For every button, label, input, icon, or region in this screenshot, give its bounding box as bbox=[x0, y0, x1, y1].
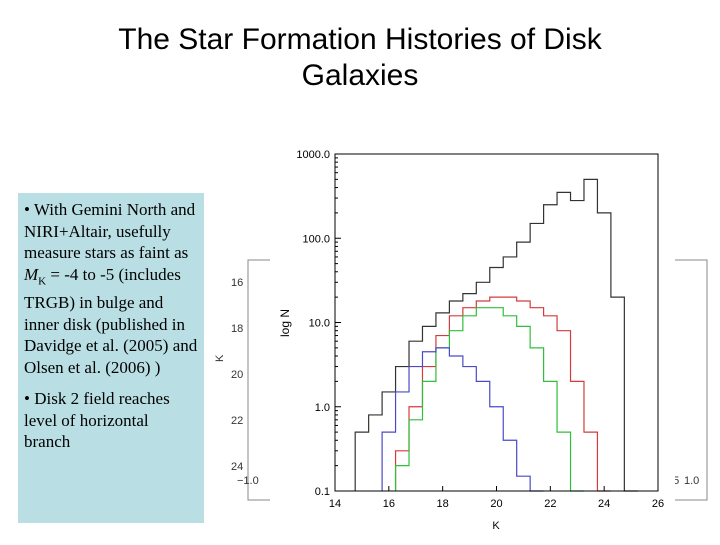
histogram-series-4 bbox=[381, 347, 544, 492]
bullet-1: • With Gemini North and NIRI+Altair, use… bbox=[24, 199, 198, 378]
x-tick-label: 14 bbox=[329, 498, 341, 510]
x-tick-label: 18 bbox=[437, 498, 449, 510]
background-plot-xtick-right-2: 1.0 bbox=[684, 475, 699, 487]
x-tick-label: 20 bbox=[490, 498, 502, 510]
y-tick-label: 100.0 bbox=[302, 233, 330, 245]
y-tick-label: 0.1 bbox=[315, 486, 330, 498]
y-tick-label: 10.0 bbox=[309, 318, 330, 330]
background-plot-xtick-left: −1.0 bbox=[237, 475, 259, 487]
background-plot-ytick: 24 bbox=[231, 461, 243, 473]
bullet-1-mk: M bbox=[24, 264, 39, 284]
background-plot-ylabel: K bbox=[215, 354, 226, 362]
x-tick-label: 16 bbox=[383, 498, 395, 510]
bullet-1-text-b: = -4 to -5 (includes TRGB) in bulge and … bbox=[24, 264, 198, 377]
histogram-series-1 bbox=[354, 178, 638, 492]
histogram-series-3 bbox=[394, 307, 584, 492]
bullet-2: • Disk 2 field reaches level of horizont… bbox=[24, 389, 170, 452]
background-plot-ytick: 18 bbox=[231, 323, 243, 335]
histogram-background bbox=[270, 148, 675, 505]
bullet-1-mk-sub: K bbox=[38, 274, 47, 287]
x-tick-label: 24 bbox=[598, 498, 610, 510]
histogram-series-2 bbox=[394, 296, 611, 492]
y-tick-label: 1.0 bbox=[315, 402, 330, 414]
background-plot-ytick: 20 bbox=[231, 369, 243, 381]
y-tick-label: 1000.0 bbox=[296, 149, 330, 161]
slide-title: The Star Formation Histories of Disk Gal… bbox=[118, 23, 602, 92]
bullet-text-box: • With Gemini North and NIRI+Altair, use… bbox=[18, 193, 204, 523]
x-axis-label: K bbox=[492, 520, 500, 532]
background-plot-ytick: 16 bbox=[231, 277, 243, 289]
y-axis-label: log N bbox=[278, 309, 292, 337]
x-tick-label: 22 bbox=[544, 498, 556, 510]
histogram-series bbox=[354, 178, 638, 492]
bullet-1-text-a: • With Gemini North and NIRI+Altair, use… bbox=[24, 200, 196, 262]
x-tick-label: 26 bbox=[652, 498, 664, 510]
background-plot-ytick: 22 bbox=[231, 415, 243, 427]
